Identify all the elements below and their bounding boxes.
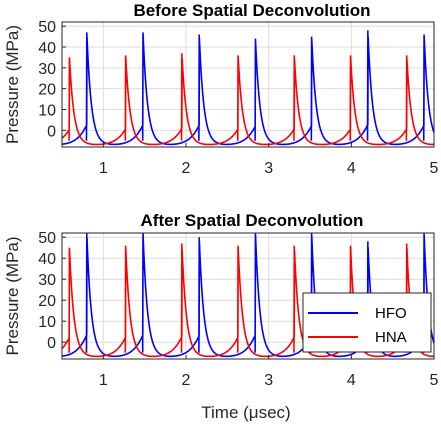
grid (62, 22, 435, 147)
legend-label-hna: HNA (375, 329, 407, 346)
x-tick-label: 1 (99, 372, 108, 389)
x-tick-label: 5 (430, 372, 439, 389)
x-tick-label: 2 (182, 160, 191, 177)
y-axis-label: Pressure (MPa) (3, 25, 22, 144)
y-tick-label: 40 (38, 251, 56, 268)
axes-frame (61, 21, 435, 148)
series-line-hfo (61, 30, 435, 146)
axes-frame (61, 232, 435, 360)
legend: HFO HNA (302, 292, 432, 353)
x-axis-label: Time (μsec) (201, 403, 290, 422)
legend-label-hfo: HFO (375, 305, 407, 322)
chart-after-deconvolution: After Spatial Deconvolution 1 2 3 4 50102030… (3, 211, 439, 422)
y-tick-label: 10 (38, 103, 56, 120)
x-tick-label: 3 (264, 372, 273, 389)
y-tick-label: 30 (38, 272, 56, 289)
chart-title: Before Spatial Deconvolution (133, 1, 370, 20)
y-tick-label: 30 (38, 61, 56, 78)
y-tick-label: 40 (38, 40, 56, 57)
series-line-hna (61, 53, 434, 146)
x-tick-label: 4 (347, 160, 356, 177)
chart-title: After Spatial Deconvolution (141, 211, 364, 230)
y-tick-label: 50 (38, 19, 56, 36)
y-tick-label: 20 (38, 293, 56, 310)
x-tick-label: 2 (182, 372, 191, 389)
x-tick-label: 5 (430, 160, 439, 177)
y-tick-label: 10 (38, 314, 56, 331)
x-tick-label: 1 (99, 160, 108, 177)
x-tick-label: 3 (264, 160, 273, 177)
y-tick-label: 0 (47, 123, 56, 140)
y-tick-label: 50 (38, 230, 56, 247)
y-tick-label: 20 (38, 82, 56, 99)
y-tick-label: 0 (47, 335, 56, 352)
series-layer (61, 30, 435, 146)
y-axis-label: Pressure (MPa) (3, 236, 22, 355)
x-tick-label: 4 (347, 372, 356, 389)
chart-before-deconvolution: Before Spatial Deconvolution 1 2 3 4 5010203… (3, 1, 439, 177)
legend-box (302, 292, 432, 353)
